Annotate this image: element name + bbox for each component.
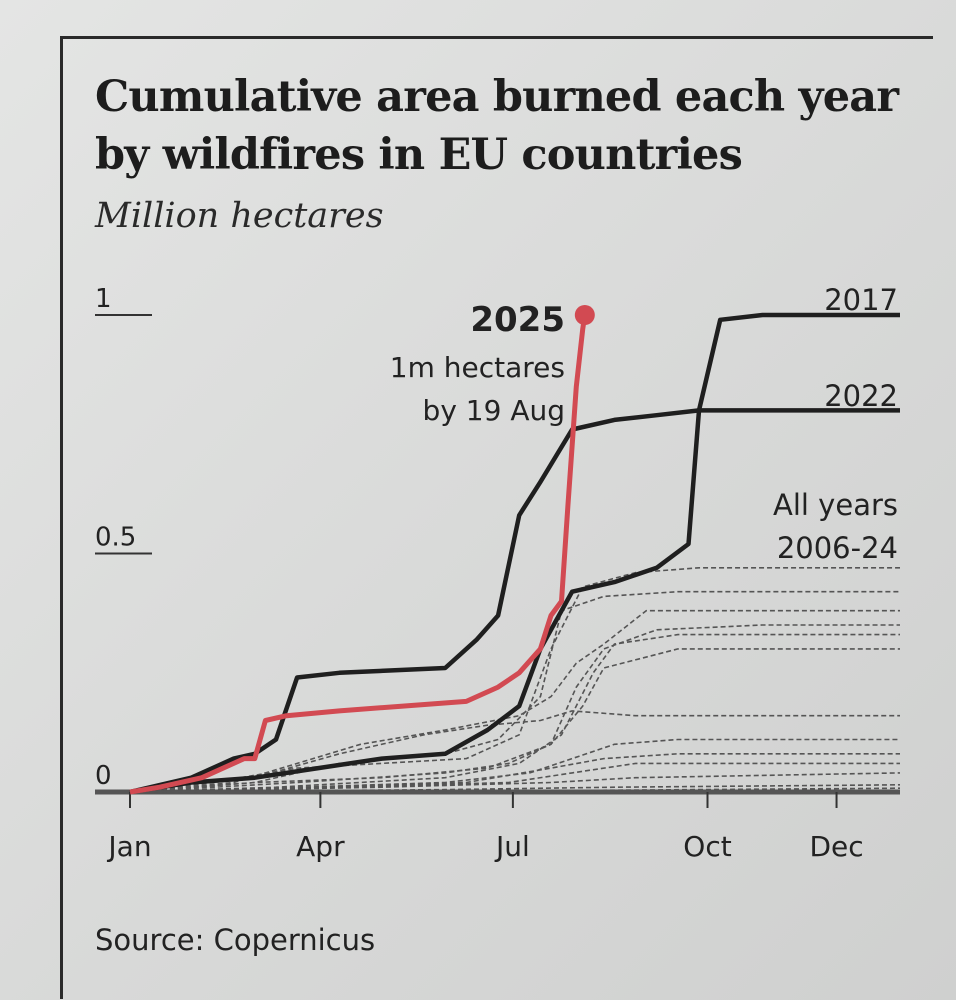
x-tick-label: Apr (296, 830, 345, 863)
annotations: 2025 1m hectares by 19 Aug 2017 2022 All… (390, 283, 898, 565)
series-line-background (129, 772, 901, 793)
label-2022: 2022 (824, 379, 898, 413)
x-axis: Jan Apr Jul Oct Dec (95, 789, 900, 863)
series-line-background (129, 624, 900, 793)
series-endpoint-2025 (574, 305, 595, 325)
chart-frame (60, 36, 933, 999)
series-line-2017 (129, 408, 900, 795)
series-line-background (129, 609, 900, 793)
x-tick-label: Oct (683, 830, 731, 863)
label-all-years-line-1: All years (773, 488, 898, 522)
label-2017: 2017 (824, 283, 898, 317)
chart-title: Cumulative area burned each year by wild… (95, 68, 915, 184)
series-line-background (129, 710, 900, 793)
series-line-background (129, 633, 900, 793)
title-line-1: Cumulative area burned each year (95, 72, 899, 122)
x-tick-label: Dec (809, 830, 863, 863)
background-series-group (129, 567, 901, 793)
x-tick-label: Jul (494, 830, 530, 863)
y-tick-label: 1 (95, 284, 112, 314)
label-2025-note-line-1: 1m hectares (390, 351, 565, 384)
series-line-background (129, 787, 901, 793)
y-tick-label: 0.5 (95, 523, 136, 553)
y-axis: 00.51 (95, 284, 152, 791)
x-tick-label: Jan (106, 830, 151, 863)
highlight-series-group (129, 305, 595, 795)
series-line-background (129, 590, 900, 793)
label-all-years-line-2: 2006-24 (777, 531, 898, 565)
series-line-background (129, 762, 900, 793)
chart-subtitle: Million hectares (95, 196, 384, 236)
label-2025: 2025 (470, 300, 565, 340)
title-line-2: by wildfires in EU countries (95, 130, 743, 180)
label-2025-note-line-2: by 19 Aug (423, 394, 565, 427)
series-line-background (129, 784, 901, 793)
y-tick-label: 0 (95, 761, 112, 791)
source-note: Source: Copernicus (95, 923, 376, 957)
series-line-background (129, 648, 900, 793)
series-line-2025 (129, 314, 588, 795)
